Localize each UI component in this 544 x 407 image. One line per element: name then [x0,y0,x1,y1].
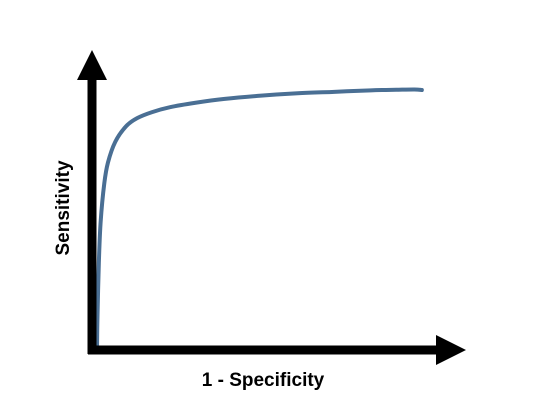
y-axis-arrowhead [77,50,107,80]
x-axis-arrowhead [436,335,466,365]
roc-curve [95,87,424,354]
y-axis-label: Sensitivity [53,160,74,255]
x-axis-label: 1 - Specificity [202,370,325,391]
